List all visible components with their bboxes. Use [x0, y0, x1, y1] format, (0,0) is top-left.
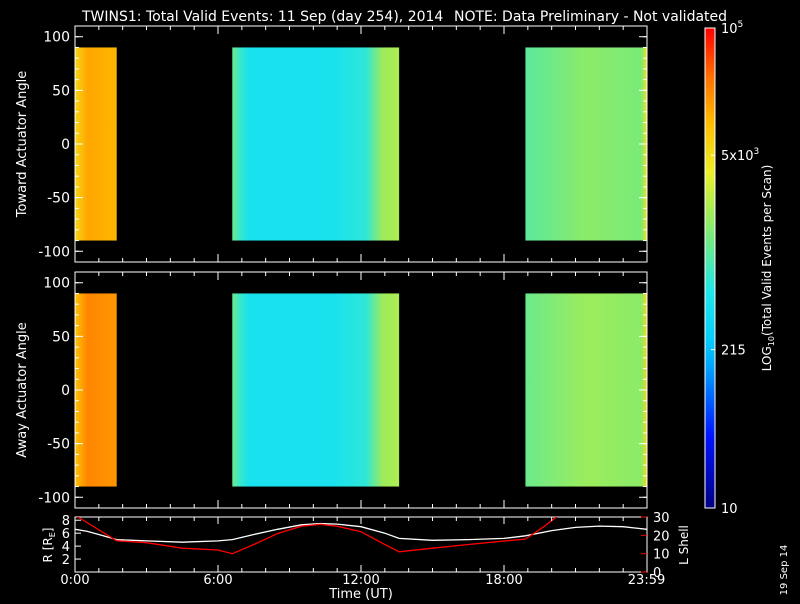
y-tick-label: -50 [47, 437, 70, 453]
colorbar-tick-label: 105 [721, 20, 743, 37]
toward-y-label: Toward Actuator Angle [15, 71, 30, 218]
x-tick-label: 23:59 [628, 573, 665, 588]
colorbar-label-sub: 10 [767, 336, 776, 346]
toward-heatmap-block [525, 47, 647, 241]
right-tick-label: 20 [653, 529, 670, 544]
right-tick-label: 0 [653, 566, 661, 581]
chart-title: TWINS1: Total Valid Events: 11 Sep (day … [81, 9, 443, 25]
preliminary-note: NOTE: Data Preliminary - Not validated [454, 9, 727, 25]
date-stamp: 19 Sep 14 [779, 545, 790, 596]
radius-axis-label: R [RE] [41, 528, 57, 563]
away-panel [74, 271, 648, 509]
radius-line [75, 522, 647, 543]
orbit-panel: R [RE] [41, 516, 648, 573]
x-tick-label: 0:00 [60, 573, 89, 588]
left-tick-label: 4 [62, 540, 70, 555]
colorbar-tick-base: 215 [721, 344, 746, 359]
y-tick-label: 100 [43, 30, 70, 46]
radius-label-main: R [R [41, 537, 55, 562]
colorbar-tick-exp: 5 [738, 20, 744, 30]
y-tick-label: 100 [43, 276, 70, 292]
x-tick-label: 6:00 [203, 573, 232, 588]
radius-label-sub: E [48, 532, 57, 537]
l-shell-line [76, 517, 558, 555]
colorbar-tick-exp: 3 [754, 147, 760, 157]
toward-panel [74, 25, 648, 263]
colorbar-tick-label: 5x103 [721, 147, 759, 164]
left-tick-label: 8 [62, 514, 70, 529]
y-tick-label: 50 [52, 83, 70, 99]
toward-heatmap-block [232, 47, 400, 241]
x-tick-label: 18:00 [485, 573, 522, 588]
x-tick-label: 12:00 [342, 573, 379, 588]
colorbar-tick-base: 10 [721, 22, 738, 37]
colorbar-tick-base: 10 [721, 502, 738, 517]
colorbar-tick-label: 215 [721, 344, 746, 359]
colorbar-label-tail: (Total Valid Events per Scan) [760, 165, 774, 336]
x-axis-label: Time (UT) [328, 587, 393, 600]
y-tick-label: -100 [38, 490, 70, 506]
colorbar-label-main: LOG [760, 346, 774, 371]
right-tick-label: 10 [653, 548, 670, 563]
right-tick-label: 30 [653, 511, 670, 526]
colorbar-label: LOG10(Total Valid Events per Scan) [760, 165, 776, 372]
away-y-label: Away Actuator Angle [15, 322, 30, 457]
radius-label-tail: ] [41, 528, 55, 533]
colorbar-scale [704, 27, 716, 509]
left-tick-label: 2 [62, 553, 70, 568]
l-shell-axis-label: L Shell [677, 525, 691, 565]
y-tick-label: 50 [52, 329, 70, 345]
y-tick-label: -100 [38, 244, 70, 260]
away-heatmap-block [232, 293, 400, 487]
y-tick-label: -50 [47, 191, 70, 207]
colorbar-tick-label: 10 [721, 502, 738, 517]
away-heatmap-block [525, 293, 647, 487]
y-tick-label: 0 [61, 137, 70, 153]
colorbar-tick-base: 5x10 [721, 149, 754, 164]
y-tick-label: 0 [61, 383, 70, 399]
left-tick-label: 6 [62, 527, 70, 542]
